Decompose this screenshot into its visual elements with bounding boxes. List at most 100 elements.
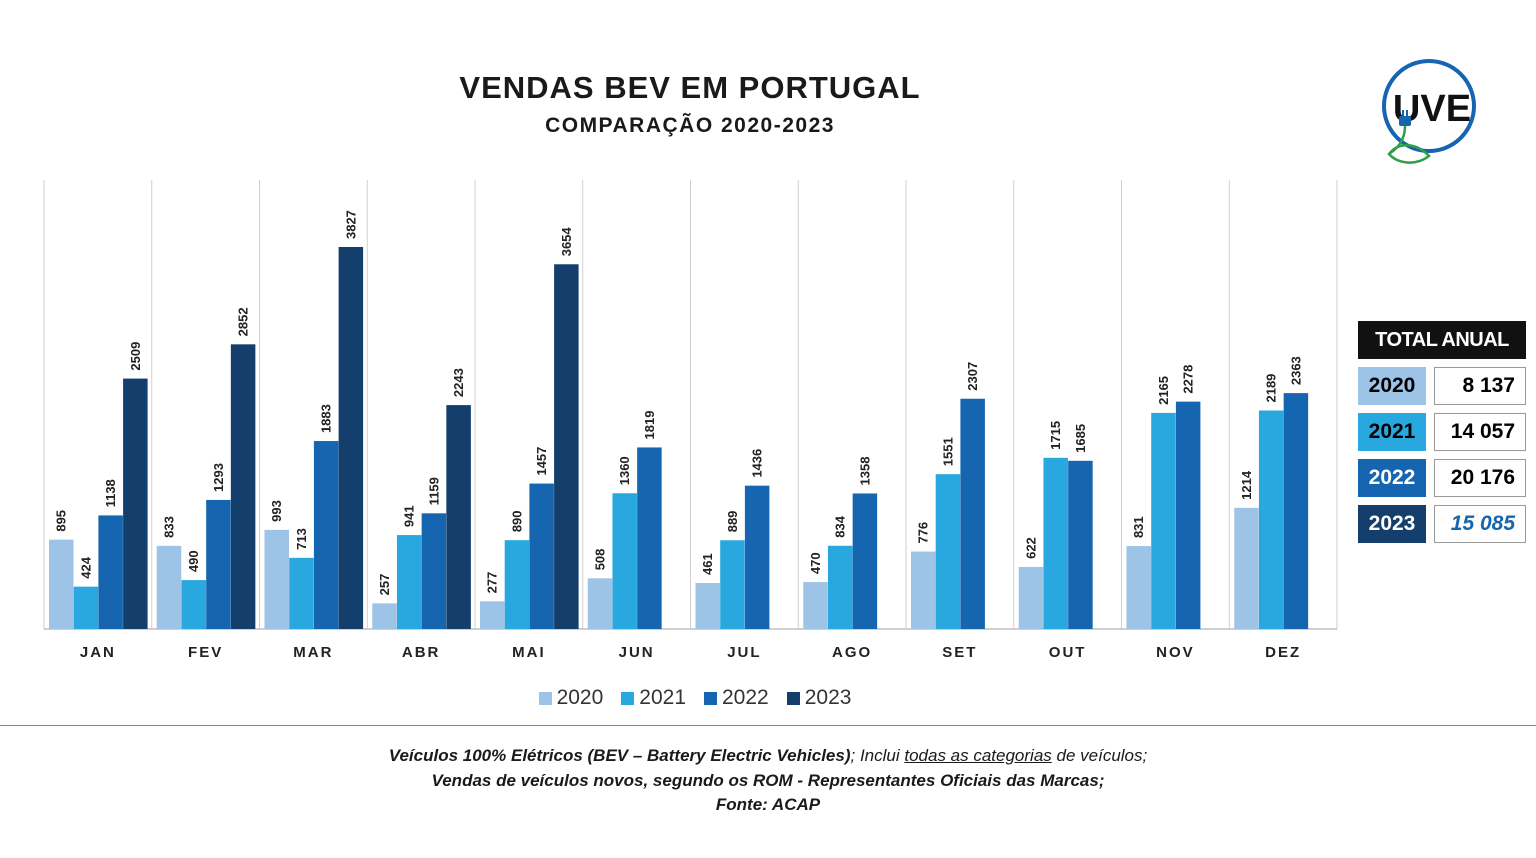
x-tick-label: OUT <box>1049 644 1087 661</box>
bar-2022-fev <box>206 499 231 629</box>
data-label: 461 <box>700 553 715 575</box>
data-label: 1819 <box>642 411 657 440</box>
total-year: 2022 <box>1358 459 1426 497</box>
data-label: 622 <box>1024 537 1039 559</box>
footnote-text-a: ; Inclui <box>850 746 905 765</box>
legend-item-2020: 2020 <box>538 686 604 710</box>
data-label: 2363 <box>1288 356 1303 385</box>
data-label: 2243 <box>451 368 466 397</box>
legend-label: 2020 <box>556 686 604 709</box>
total-year: 2023 <box>1358 505 1426 543</box>
bar-2023-jan <box>123 378 148 629</box>
data-label: 424 <box>78 556 93 578</box>
bar-2021-mar <box>289 557 314 629</box>
bar-2022-jan <box>98 515 123 629</box>
data-label: 1138 <box>103 479 118 507</box>
data-label: 833 <box>162 516 177 538</box>
bar-2023-mai <box>554 264 579 629</box>
data-label: 895 <box>54 510 69 532</box>
total-row-2021: 2021 14 057 <box>1358 413 1526 451</box>
data-label: 1214 <box>1239 470 1254 500</box>
bar-2021-jul <box>720 540 745 629</box>
bar-2022-ago <box>852 493 878 629</box>
bar-2021-ago <box>827 545 853 629</box>
data-label: 2278 <box>1181 365 1196 394</box>
total-row-2023: 2023 15 085 <box>1358 505 1526 543</box>
data-label: 889 <box>725 511 740 533</box>
annual-total-table: TOTAL ANUAL 2020 8 137 2021 14 057 2022 20 17… <box>1358 321 1526 543</box>
chart-legend: 2020 2021 2022 2023 <box>0 686 1390 710</box>
bar-2021-fev <box>181 580 206 629</box>
bar-2020-set <box>911 551 936 629</box>
footer-separator <box>0 725 1536 726</box>
legend-swatch <box>538 691 552 705</box>
data-label: 1883 <box>319 404 334 433</box>
data-label: 890 <box>509 510 524 532</box>
footnote-line-1: Veículos 100% Elétricos (BEV – Battery E… <box>0 746 1536 766</box>
bar-2022-nov <box>1175 401 1201 629</box>
bar-2020-mar <box>264 529 289 629</box>
x-tick-label: JUN <box>619 644 655 661</box>
legend-item-2022: 2022 <box>704 686 769 710</box>
data-label: 2852 <box>236 307 251 336</box>
chart-title: VENDAS BEV EM PORTUGAL <box>459 70 921 105</box>
annual-total-header: TOTAL ANUAL <box>1358 321 1526 359</box>
bar-2020-dez <box>1234 507 1259 629</box>
bar-2023-mar <box>338 247 364 629</box>
chart-subtitle: COMPARAÇÃO 2020-2023 <box>545 114 835 137</box>
data-label: 2509 <box>128 342 143 371</box>
data-label: 2189 <box>1264 374 1279 403</box>
total-row-2020: 2020 8 137 <box>1358 367 1526 405</box>
plug-leaf-icon <box>1387 110 1431 164</box>
bar-2022-mar <box>313 441 339 629</box>
footnote-source: Fonte: ACAP <box>715 795 821 814</box>
data-label: 3654 <box>559 227 574 257</box>
data-label: 1358 <box>857 457 872 486</box>
x-tick-label: FEV <box>188 644 223 661</box>
footnote-line-2: Vendas de veículos novos, segundo os ROM… <box>431 771 1105 790</box>
bar-2021-set <box>935 474 961 629</box>
total-value: 14 057 <box>1434 413 1526 451</box>
bar-2020-abr <box>372 603 397 629</box>
x-tick-label: MAR <box>293 644 333 661</box>
bar-2021-jun <box>612 493 637 629</box>
legend-label: 2023 <box>804 686 852 709</box>
bar-2023-fev <box>230 344 256 629</box>
bar-2020-fev <box>156 545 182 629</box>
footnote-text-b: de veículos; <box>1051 746 1148 765</box>
total-year: 2020 <box>1358 367 1426 405</box>
x-tick-label: DEZ <box>1265 644 1301 661</box>
data-label: 1457 <box>534 447 549 476</box>
x-tick-label: NOV <box>1156 644 1195 661</box>
x-tick-label: ABR <box>402 644 441 661</box>
data-label: 1159 <box>426 477 441 505</box>
legend-label: 2022 <box>722 686 769 709</box>
bar-2021-jan <box>73 586 99 629</box>
x-tick-label: AGO <box>832 644 872 661</box>
legend-item-2021: 2021 <box>621 686 686 710</box>
data-label: 490 <box>186 550 201 572</box>
bar-2020-jan <box>49 539 74 629</box>
bar-2022-jul <box>744 485 770 629</box>
data-label: 1360 <box>617 456 632 485</box>
data-label: 2165 <box>1156 376 1171 405</box>
data-label: 277 <box>485 572 500 594</box>
legend-swatch <box>621 691 635 705</box>
bar-2022-dez <box>1283 393 1309 629</box>
bar-2020-mai <box>480 601 505 629</box>
legend-item-2023: 2023 <box>786 686 852 710</box>
legend-swatch <box>786 691 800 705</box>
x-tick-label: JAN <box>80 644 116 661</box>
legend-swatch <box>704 691 717 705</box>
x-tick-label: JUL <box>727 644 761 661</box>
bar-2021-dez <box>1258 410 1284 629</box>
x-tick-label: SET <box>942 644 977 661</box>
bar-2022-out <box>1068 460 1093 629</box>
bar-2023-abr <box>446 405 471 629</box>
total-value: 8 137 <box>1434 367 1526 405</box>
footnote-categories-link: todas as categorias <box>904 746 1052 765</box>
bar-2020-nov <box>1126 546 1151 629</box>
data-label: 2307 <box>965 362 980 391</box>
data-label: 1685 <box>1073 424 1088 453</box>
footnote-bev-definition: Veículos 100% Elétricos (BEV – Battery E… <box>388 746 851 765</box>
